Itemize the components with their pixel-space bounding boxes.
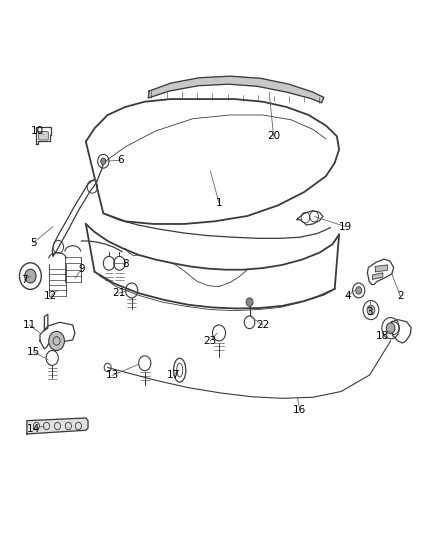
Text: 21: 21 — [112, 288, 125, 298]
Text: 4: 4 — [345, 290, 351, 301]
Text: 17: 17 — [166, 370, 180, 381]
Text: 16: 16 — [293, 405, 307, 415]
Text: 18: 18 — [376, 330, 389, 341]
Text: 7: 7 — [21, 275, 28, 285]
Text: 1: 1 — [215, 198, 223, 208]
Text: 6: 6 — [117, 155, 124, 165]
Polygon shape — [392, 320, 411, 343]
Text: 12: 12 — [44, 290, 57, 301]
Polygon shape — [148, 76, 324, 103]
Polygon shape — [373, 273, 383, 279]
Circle shape — [367, 305, 375, 315]
Polygon shape — [375, 265, 388, 272]
Text: 14: 14 — [27, 424, 40, 434]
Text: 10: 10 — [31, 126, 44, 136]
Circle shape — [386, 323, 395, 334]
Text: 19: 19 — [339, 222, 352, 232]
Polygon shape — [297, 211, 323, 225]
Text: 8: 8 — [122, 259, 128, 269]
Text: 3: 3 — [366, 306, 373, 317]
Polygon shape — [44, 314, 48, 330]
Text: 23: 23 — [204, 336, 217, 346]
Polygon shape — [27, 418, 88, 434]
Text: 13: 13 — [106, 370, 119, 381]
Circle shape — [25, 269, 36, 283]
Circle shape — [101, 158, 106, 165]
Circle shape — [356, 287, 362, 294]
Circle shape — [49, 332, 64, 351]
Text: 9: 9 — [78, 264, 85, 274]
Text: 20: 20 — [267, 131, 280, 141]
Text: 15: 15 — [27, 346, 40, 357]
Circle shape — [246, 298, 253, 306]
Text: 22: 22 — [256, 320, 269, 330]
Text: 5: 5 — [30, 238, 37, 247]
Polygon shape — [40, 322, 75, 349]
Polygon shape — [52, 179, 97, 256]
Ellipse shape — [173, 358, 186, 382]
Polygon shape — [36, 127, 51, 144]
Polygon shape — [367, 259, 394, 285]
Text: 11: 11 — [22, 320, 36, 330]
FancyBboxPatch shape — [39, 132, 48, 140]
Text: 2: 2 — [397, 290, 403, 301]
